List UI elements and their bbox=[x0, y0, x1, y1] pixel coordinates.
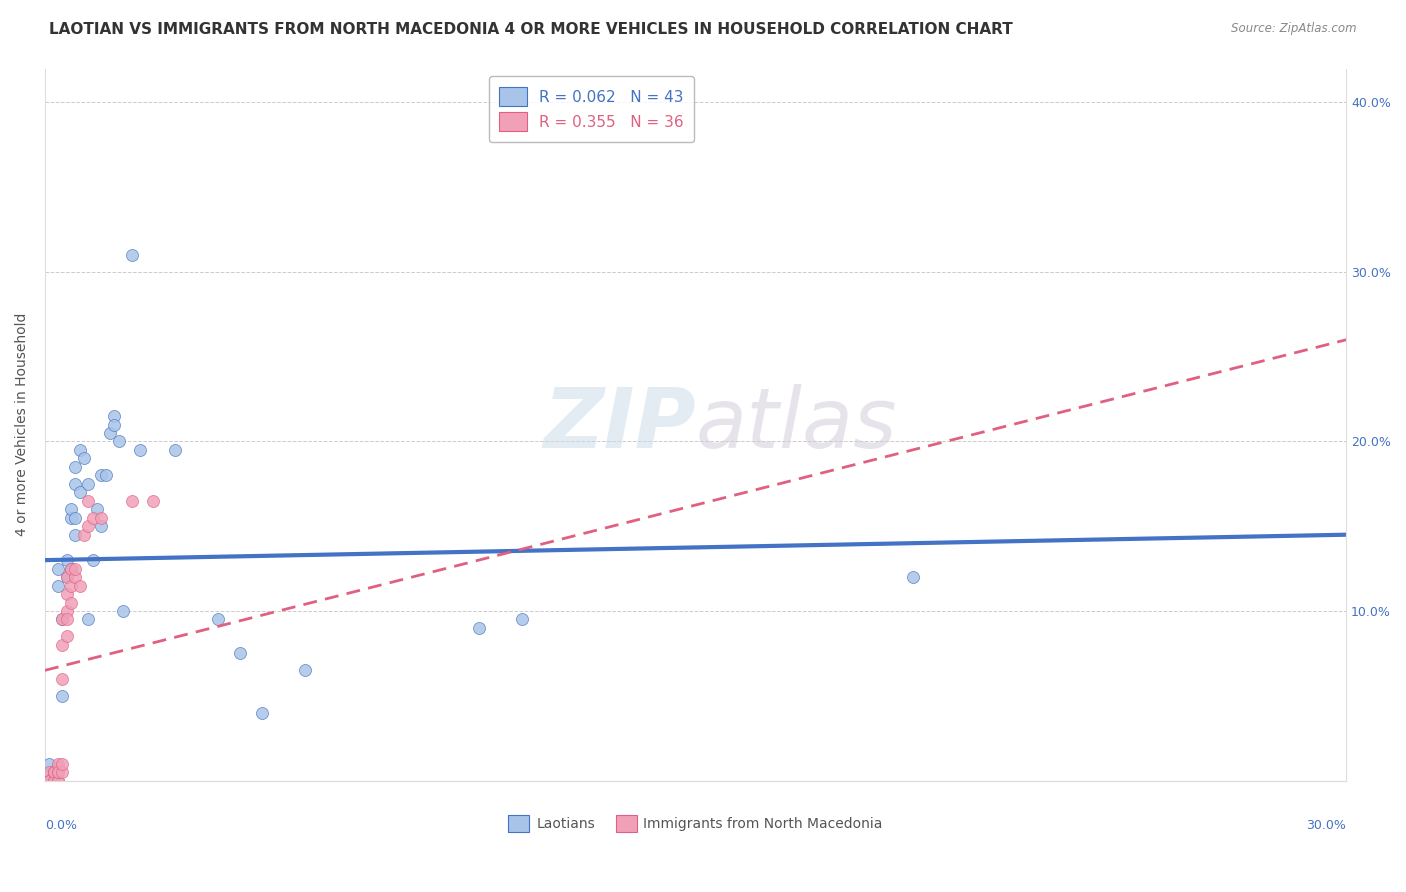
Point bbox=[229, 646, 252, 660]
Point bbox=[55, 570, 77, 584]
Point bbox=[294, 663, 316, 677]
Point bbox=[65, 459, 87, 474]
Point bbox=[55, 587, 77, 601]
Point bbox=[107, 434, 129, 449]
Point bbox=[77, 612, 100, 626]
Point bbox=[55, 570, 77, 584]
Point bbox=[46, 578, 69, 592]
Point bbox=[65, 510, 87, 524]
Text: 0.0%: 0.0% bbox=[45, 820, 77, 832]
Point bbox=[112, 604, 135, 618]
Point bbox=[46, 765, 69, 780]
Point bbox=[51, 672, 73, 686]
Point bbox=[46, 760, 69, 774]
Point bbox=[65, 476, 87, 491]
Point bbox=[42, 773, 65, 788]
Point bbox=[46, 773, 69, 788]
Text: ZIP: ZIP bbox=[543, 384, 696, 465]
Point bbox=[42, 773, 65, 788]
Point bbox=[55, 604, 77, 618]
Point bbox=[59, 578, 82, 592]
Point bbox=[42, 765, 65, 780]
Point bbox=[69, 485, 91, 500]
Point bbox=[51, 612, 73, 626]
Point bbox=[90, 468, 112, 483]
Point bbox=[51, 765, 73, 780]
Point bbox=[55, 553, 77, 567]
Point bbox=[82, 510, 104, 524]
Point bbox=[38, 765, 60, 780]
Point bbox=[65, 527, 87, 541]
Point bbox=[90, 519, 112, 533]
Point bbox=[73, 451, 96, 466]
Point bbox=[42, 765, 65, 780]
Point bbox=[467, 621, 489, 635]
Text: 30.0%: 30.0% bbox=[1306, 820, 1347, 832]
Point bbox=[42, 765, 65, 780]
Point bbox=[77, 493, 100, 508]
Point bbox=[46, 561, 69, 575]
Point bbox=[38, 756, 60, 771]
Point bbox=[90, 510, 112, 524]
Legend: R = 0.062   N = 43, R = 0.355   N = 36: R = 0.062 N = 43, R = 0.355 N = 36 bbox=[489, 76, 695, 142]
Point bbox=[86, 502, 108, 516]
Text: atlas: atlas bbox=[696, 384, 897, 465]
Text: Source: ZipAtlas.com: Source: ZipAtlas.com bbox=[1232, 22, 1357, 36]
Point bbox=[38, 765, 60, 780]
Point bbox=[121, 248, 143, 262]
Point bbox=[46, 765, 69, 780]
Point bbox=[51, 612, 73, 626]
Point bbox=[82, 553, 104, 567]
Point bbox=[55, 612, 77, 626]
Point bbox=[46, 756, 69, 771]
Point bbox=[901, 570, 924, 584]
Point bbox=[42, 765, 65, 780]
Text: LAOTIAN VS IMMIGRANTS FROM NORTH MACEDONIA 4 OR MORE VEHICLES IN HOUSEHOLD CORRE: LAOTIAN VS IMMIGRANTS FROM NORTH MACEDON… bbox=[49, 22, 1012, 37]
Point bbox=[98, 425, 121, 440]
Point bbox=[59, 510, 82, 524]
Point bbox=[42, 773, 65, 788]
Point bbox=[51, 756, 73, 771]
Point bbox=[77, 476, 100, 491]
Point bbox=[59, 502, 82, 516]
Point bbox=[207, 612, 229, 626]
Y-axis label: 4 or more Vehicles in Household: 4 or more Vehicles in Household bbox=[15, 313, 30, 536]
Point bbox=[77, 519, 100, 533]
Point bbox=[59, 561, 82, 575]
Point bbox=[94, 468, 117, 483]
Point bbox=[55, 629, 77, 643]
Point bbox=[250, 706, 273, 720]
Point bbox=[51, 689, 73, 703]
Point bbox=[59, 561, 82, 575]
Point bbox=[129, 442, 152, 457]
Point bbox=[73, 527, 96, 541]
Point bbox=[121, 493, 143, 508]
Point bbox=[69, 578, 91, 592]
Point bbox=[69, 442, 91, 457]
Point bbox=[103, 409, 125, 423]
Point bbox=[165, 442, 187, 457]
Point bbox=[65, 570, 87, 584]
Point bbox=[38, 773, 60, 788]
Point bbox=[142, 493, 165, 508]
Point bbox=[46, 773, 69, 788]
Point bbox=[59, 595, 82, 609]
Point bbox=[65, 561, 87, 575]
Point bbox=[51, 638, 73, 652]
Point bbox=[103, 417, 125, 432]
Point bbox=[510, 612, 533, 626]
Point bbox=[38, 773, 60, 788]
